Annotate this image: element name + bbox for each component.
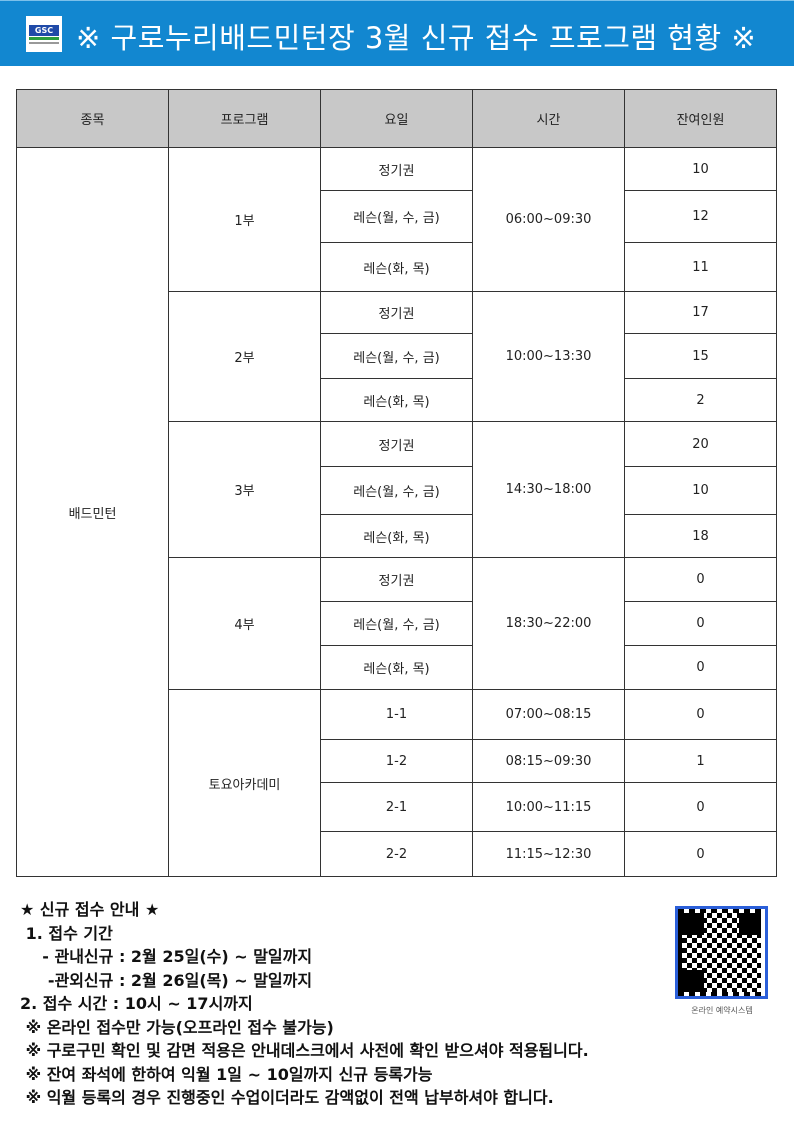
day-cell: 정기권 xyxy=(320,421,473,467)
remaining-cell: 0 xyxy=(624,689,777,740)
day-cell: 레슨(화, 목) xyxy=(320,514,473,558)
note-line: 2. 접수 시간 : 10시 ~ 17시까지 xyxy=(20,994,253,1013)
day-cell: 레슨(월, 수, 금) xyxy=(320,466,473,515)
title-banner: GSC ※ 구로누리배드민턴장 3월 신규 접수 프로그램 현황 ※ xyxy=(0,0,794,66)
table-row: 레슨(월, 수, 금) 15 xyxy=(17,333,777,379)
column-header: 요일 xyxy=(320,89,473,148)
remaining-cell: 18 xyxy=(624,514,777,558)
time-cell: 10:00~11:15 xyxy=(472,782,625,832)
qr-caption: 온라인 예약시스템 xyxy=(691,1006,753,1015)
remaining-cell: 0 xyxy=(624,782,777,832)
qr-code-icon[interactable] xyxy=(675,906,768,999)
session-cell: 1-2 xyxy=(320,739,473,783)
day-cell: 레슨(화, 목) xyxy=(320,645,473,690)
table-row: 레슨(화, 목) 0 xyxy=(17,645,777,690)
column-header: 종목 xyxy=(16,89,169,148)
program-cell: 3부 xyxy=(168,421,321,558)
time-cell: 10:00~13:30 xyxy=(472,291,625,422)
note-line: -관외신규 : 2월 26일(목) ~ 말일까지 xyxy=(20,970,313,990)
remaining-cell: 10 xyxy=(624,466,777,515)
remaining-cell: 0 xyxy=(624,831,777,877)
time-cell: 18:30~22:00 xyxy=(472,557,625,690)
remaining-cell: 0 xyxy=(624,601,777,646)
remaining-cell: 20 xyxy=(624,421,777,467)
day-cell: 레슨(월, 수, 금) xyxy=(320,333,473,379)
note-line: ★ 신규 접수 안내 ★ xyxy=(20,900,160,919)
note-line: 1. 접수 기간 xyxy=(20,923,113,943)
session-cell: 2-1 xyxy=(320,782,473,832)
remaining-cell: 0 xyxy=(624,645,777,690)
column-header: 잔여인원 xyxy=(624,89,777,148)
time-cell: 06:00~09:30 xyxy=(472,147,625,292)
time-cell: 11:15~12:30 xyxy=(472,831,625,877)
note-line: ※ 잔여 좌석에 한하여 익월 1일 ~ 10일까지 신규 등록가능 xyxy=(20,1064,433,1084)
day-cell: 정기권 xyxy=(320,291,473,334)
program-cell: 2부 xyxy=(168,291,321,422)
remaining-cell: 15 xyxy=(624,333,777,379)
day-cell: 정기권 xyxy=(320,147,473,191)
remaining-cell: 12 xyxy=(624,190,777,243)
table-row: 2-2 11:15~12:30 0 xyxy=(17,831,777,877)
note-line: - 관내신규 : 2월 25일(수) ~ 말일까지 xyxy=(20,947,313,966)
remaining-cell: 11 xyxy=(624,242,777,292)
time-cell: 14:30~18:00 xyxy=(472,421,625,558)
table-row: 레슨(월, 수, 금) 10 xyxy=(17,466,777,515)
page-title: ※ 구로누리배드민턴장 3월 신규 접수 프로그램 현황 ※ xyxy=(76,21,757,55)
program-cell: 토요아카데미 xyxy=(168,689,321,877)
column-header: 시간 xyxy=(472,89,625,148)
program-cell: 1부 xyxy=(168,147,321,292)
remaining-cell: 0 xyxy=(624,557,777,602)
table-row: 배드민턴 1부 정기권 06:00~09:30 10 xyxy=(16,147,777,877)
table-row: 토요아카데미 1-1 07:00~08:15 0 xyxy=(17,689,777,877)
table-row: 2부 정기권 10:00~13:30 17 xyxy=(17,291,777,422)
day-cell: 레슨(화, 목) xyxy=(320,378,473,422)
session-cell: 2-2 xyxy=(320,831,473,877)
time-cell: 07:00~08:15 xyxy=(472,689,625,740)
note-line: ※ 온라인 접수만 가능(오프라인 접수 불가능) xyxy=(20,1017,334,1037)
remaining-cell: 17 xyxy=(624,291,777,334)
note-line: ※ 익월 등록의 경우 진행중인 수업이더라도 감액없이 전액 납부하셔야 합니… xyxy=(20,1088,554,1107)
program-cell: 4부 xyxy=(168,557,321,690)
day-cell: 정기권 xyxy=(320,557,473,602)
table-row: 레슨(화, 목) 11 xyxy=(17,242,777,292)
day-cell: 레슨(화, 목) xyxy=(320,242,473,292)
remaining-cell: 2 xyxy=(624,378,777,422)
table-row: 레슨(화, 목) 18 xyxy=(17,514,777,558)
day-cell: 레슨(월, 수, 금) xyxy=(320,601,473,646)
remaining-cell: 10 xyxy=(624,147,777,191)
note-line: ※ 구로구민 확인 및 감면 적용은 안내데스크에서 사전에 확인 받으셔야 적… xyxy=(20,1041,589,1060)
table-row: 레슨(화, 목) 2 xyxy=(17,378,777,422)
table-row: 레슨(월, 수, 금) 12 xyxy=(17,190,777,243)
program-table: 종목 프로그램 요일 시간 잔여인원 배드민턴 1부 정기권 06:00~09:30 10 레슨(… xyxy=(16,89,777,877)
time-cell: 08:15~09:30 xyxy=(472,739,625,783)
table-row: 1-2 08:15~09:30 1 xyxy=(17,739,777,783)
column-header: 프로그램 xyxy=(168,89,321,148)
day-cell: 레슨(월, 수, 금) xyxy=(320,190,473,243)
gsc-logo: GSC xyxy=(26,16,62,52)
sport-cell: 배드민턴 xyxy=(16,147,169,877)
remaining-cell: 1 xyxy=(624,739,777,783)
session-cell: 1-1 xyxy=(320,689,473,740)
registration-notes: ★ 신규 접수 안내 ★ 1. 접수 기간 - 관내신규 : 2월 25일(수)… xyxy=(20,898,589,1110)
